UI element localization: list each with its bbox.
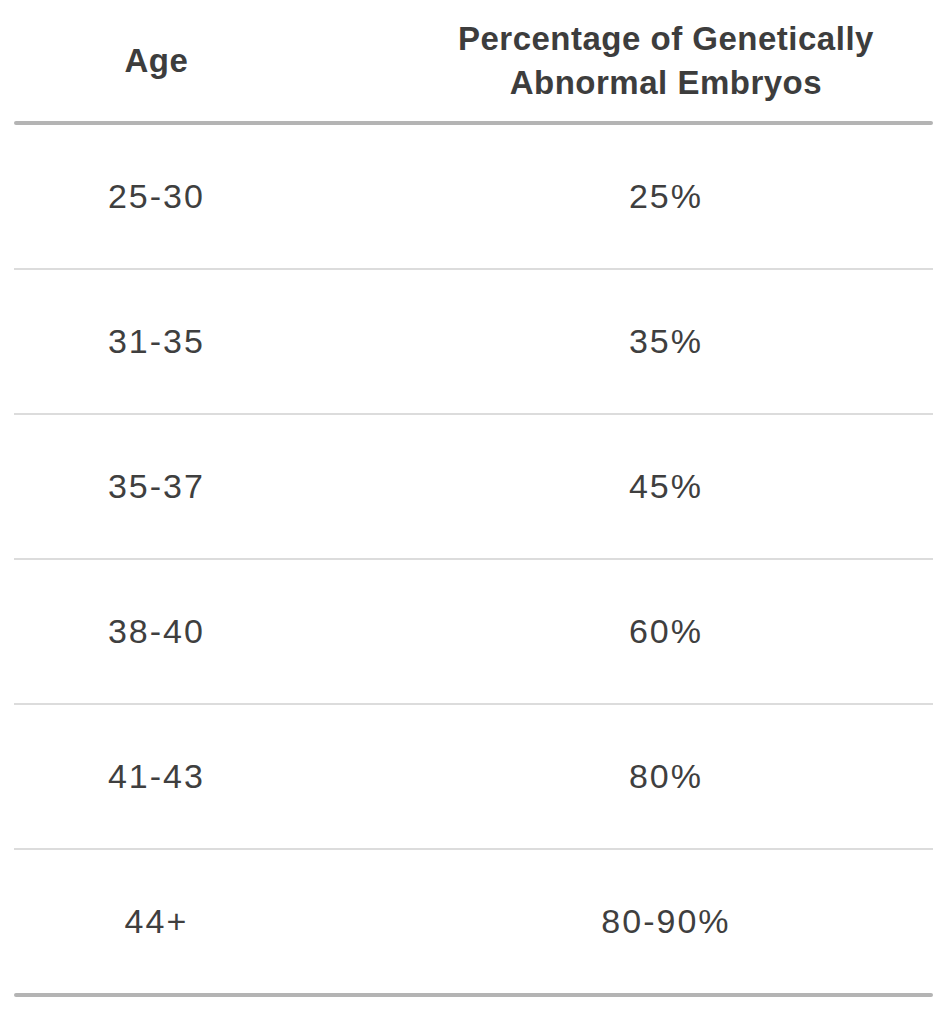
table-row: 41-43 80%	[14, 703, 933, 848]
age-cell: 35-37	[14, 467, 299, 506]
table-row: 38-40 60%	[14, 558, 933, 703]
percentage-cell: 80%	[299, 757, 933, 796]
age-cell: 44+	[14, 902, 299, 941]
percentage-cell: 80-90%	[299, 902, 933, 941]
percentage-cell: 60%	[299, 612, 933, 651]
table-row: 25-30 25%	[14, 125, 933, 268]
age-cell: 38-40	[14, 612, 299, 651]
column-header-age: Age	[14, 39, 299, 83]
percentage-cell: 45%	[299, 467, 933, 506]
table-row: 31-35 35%	[14, 268, 933, 413]
age-cell: 31-35	[14, 322, 299, 361]
column-header-percentage: Percentage of Genetically Abnormal Embry…	[299, 17, 933, 104]
percentage-cell: 35%	[299, 322, 933, 361]
table-header-row: Age Percentage of Genetically Abnormal E…	[14, 0, 933, 121]
percentage-cell: 25%	[299, 177, 933, 216]
age-cell: 25-30	[14, 177, 299, 216]
table-row: 35-37 45%	[14, 413, 933, 558]
column-header-percentage-label: Percentage of Genetically Abnormal Embry…	[426, 17, 906, 104]
embryo-abnormality-table-page: Age Percentage of Genetically Abnormal E…	[0, 0, 945, 1024]
table-bottom-border	[14, 993, 933, 997]
age-cell: 41-43	[14, 757, 299, 796]
column-header-age-label: Age	[125, 39, 189, 83]
table-row: 44+ 80-90%	[14, 848, 933, 993]
embryo-abnormality-table: Age Percentage of Genetically Abnormal E…	[14, 0, 933, 997]
